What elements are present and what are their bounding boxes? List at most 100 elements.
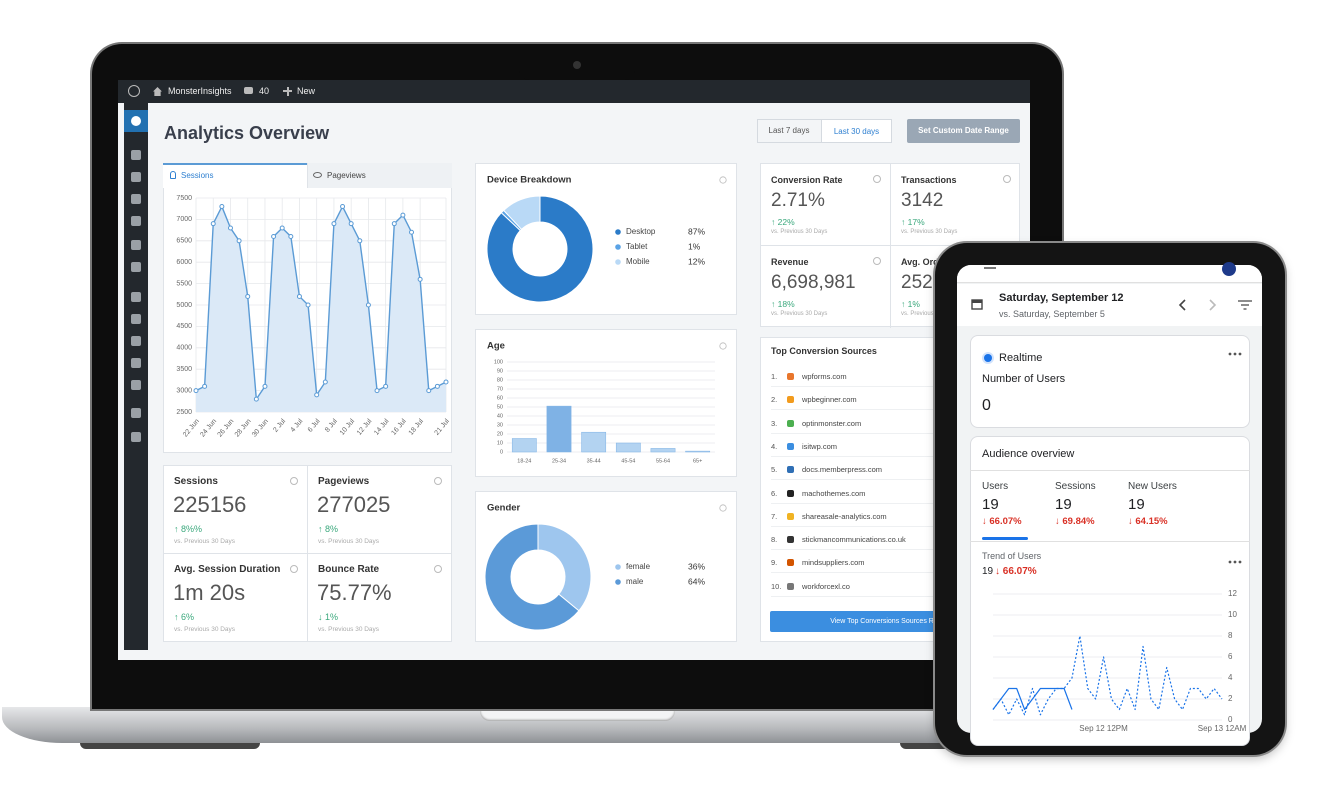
value-label: 36% (688, 561, 705, 571)
source-site[interactable]: wpbeginner.com (802, 395, 857, 405)
info-icon[interactable] (719, 342, 727, 350)
menu-icon[interactable] (984, 267, 996, 269)
sidebar-icon[interactable] (131, 150, 141, 160)
sidebar-icon[interactable] (131, 116, 141, 126)
info-icon[interactable] (290, 477, 298, 485)
y-tick-label: 4000 (176, 345, 192, 352)
comment-count[interactable]: 40 (259, 86, 270, 96)
legend-label: Mobile (626, 257, 650, 266)
source-icon (787, 466, 794, 474)
active-underline (982, 537, 1028, 540)
sidebar-icon[interactable] (131, 432, 141, 442)
x-tick-label: 14 Jul (373, 418, 391, 437)
source-site[interactable]: docs.memberpress.com (802, 465, 883, 475)
info-icon[interactable] (1003, 175, 1011, 183)
source-icon (787, 536, 794, 544)
info-icon[interactable] (434, 565, 442, 573)
info-icon[interactable] (290, 565, 298, 573)
more-menu[interactable] (1228, 559, 1242, 565)
source-site[interactable]: workforcexl.co (802, 581, 850, 591)
bar (650, 448, 676, 453)
info-icon[interactable] (719, 504, 727, 512)
source-icon (787, 582, 794, 590)
site-name[interactable]: MonsterInsights (168, 86, 232, 96)
info-icon[interactable] (434, 477, 442, 485)
legend-swatch (615, 259, 621, 265)
calendar-icon[interactable] (971, 298, 983, 310)
nav-next[interactable] (1207, 299, 1217, 311)
legend-label: Desktop (626, 227, 656, 236)
sidebar-icon[interactable] (131, 240, 141, 250)
custom-range-button[interactable]: Set Custom Date Range (907, 119, 1020, 143)
kpi-delta: ↑ 18% (771, 299, 795, 309)
source-rank: 4. (771, 441, 778, 451)
sidebar-icon[interactable] (131, 380, 141, 390)
source-site[interactable]: mindsuppliers.com (802, 558, 865, 568)
info-icon[interactable] (873, 175, 881, 183)
sidebar-icon[interactable] (131, 408, 141, 418)
info-icon[interactable] (719, 176, 727, 184)
account-avatar[interactable] (1222, 262, 1236, 276)
sidebar-icon[interactable] (131, 216, 141, 226)
x-tick-label: 21 Jul (434, 418, 452, 437)
source-icon (787, 489, 794, 497)
source-site[interactable]: isitwp.com (802, 441, 838, 451)
realtime-dot (984, 354, 992, 362)
source-site[interactable]: machothemes.com (802, 488, 866, 498)
x-tick-label: 12 Jul (356, 418, 374, 437)
tab[interactable] (307, 163, 452, 188)
dot (1233, 352, 1237, 356)
sidebar-icon[interactable] (131, 336, 141, 346)
source-site[interactable]: stickmancommunications.co.uk (802, 535, 906, 545)
source-site[interactable]: wpforms.com (802, 372, 847, 381)
y-tick-label: 7000 (176, 216, 192, 223)
source-divider (771, 386, 1011, 387)
kpi-cell: Conversion Rate 2.71% ↑ 22% vs. Previous 30… (761, 164, 891, 246)
date-button-active[interactable]: Last 30 days (821, 119, 892, 143)
metric-label[interactable]: Sessions (1055, 481, 1096, 492)
source-site[interactable]: optinmonster.com (802, 418, 862, 428)
y-tick-label: 5500 (176, 280, 192, 287)
tab-active[interactable] (163, 163, 307, 188)
filter-icon[interactable] (1238, 300, 1252, 310)
y-tick-label: 0 (500, 449, 503, 455)
source-divider (771, 525, 1011, 527)
admin-bar (118, 80, 1030, 103)
bar (546, 405, 572, 453)
y-tick-label: 2500 (176, 409, 192, 416)
stat-value: 75.77% (317, 580, 392, 605)
bar (511, 438, 537, 453)
nav-prev[interactable] (1178, 299, 1188, 311)
point (253, 396, 259, 402)
value-label: 1% (688, 241, 701, 251)
date-button[interactable]: Last 7 days (768, 126, 810, 135)
sidebar-icon[interactable] (131, 172, 141, 182)
eye-icon (313, 172, 322, 178)
source-rank: 8. (771, 535, 778, 545)
realtime-value: 0 (982, 397, 991, 414)
source-site[interactable]: shareasale-analytics.com (802, 511, 887, 521)
sidebar-icon[interactable] (131, 314, 141, 324)
sidebar-icon[interactable] (131, 194, 141, 204)
new-link[interactable]: New (297, 86, 316, 96)
source-rank: 7. (771, 511, 778, 521)
info-icon[interactable] (873, 257, 881, 265)
stat-delta: ↑ 6% (174, 612, 195, 622)
tablet-header (957, 265, 1262, 283)
wp-logo[interactable] (128, 85, 140, 97)
metric-label[interactable]: Users (982, 481, 1009, 492)
kpi-note: vs. Previous 30 Days (901, 311, 958, 317)
source-divider (771, 572, 1011, 574)
point (202, 383, 208, 389)
metric-label[interactable]: New Users (1128, 481, 1177, 492)
metric-value: 19 (1055, 496, 1072, 513)
sidebar-icon[interactable] (131, 358, 141, 368)
sidebar-icon[interactable] (131, 292, 141, 302)
metric-value: 19 (1128, 496, 1145, 513)
tab-label[interactable]: Sessions (181, 171, 214, 180)
source-icon (787, 442, 794, 450)
sidebar-icon[interactable] (131, 262, 141, 272)
tab-label[interactable]: Pageviews (327, 171, 366, 180)
more-menu[interactable] (1228, 351, 1242, 357)
x-tick-label: 4 Jul (290, 418, 305, 434)
